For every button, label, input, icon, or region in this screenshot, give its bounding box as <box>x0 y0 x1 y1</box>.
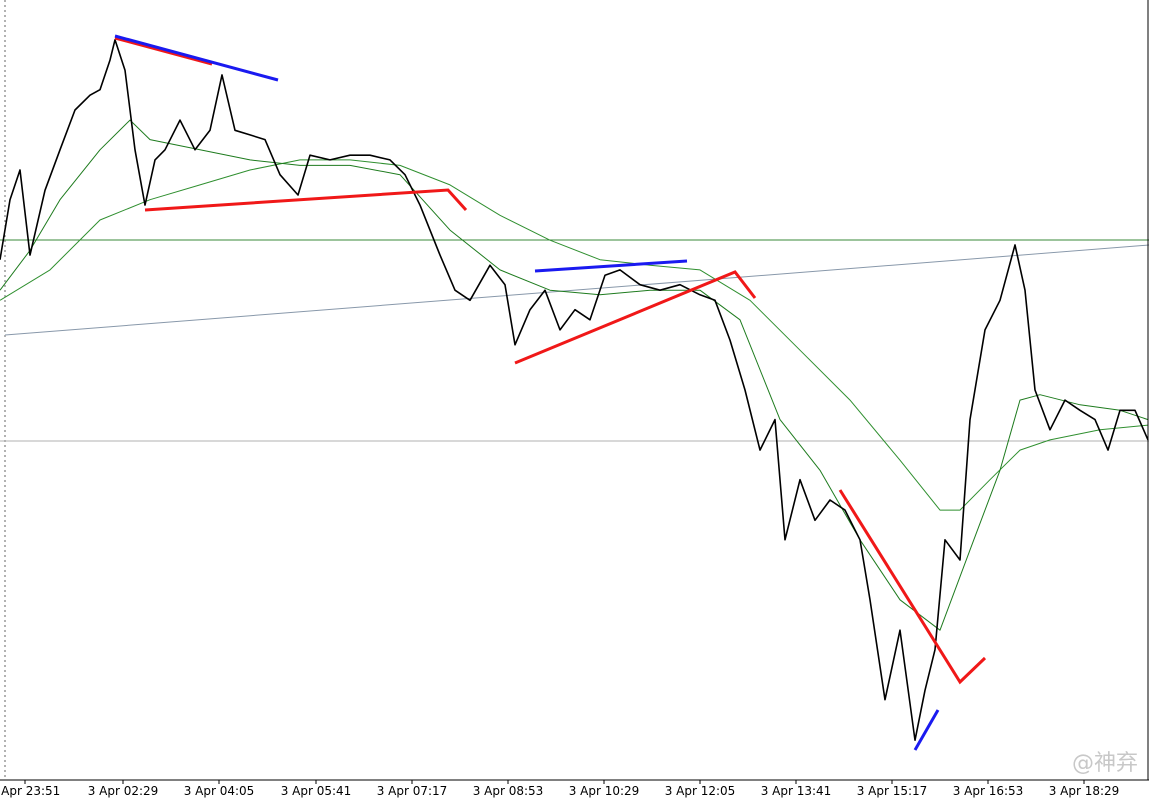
blue-line <box>534 259 688 273</box>
watermark: @神弃 <box>1072 751 1138 776</box>
red-line <box>514 270 757 365</box>
drawings <box>114 34 987 751</box>
x-tick-label: 3 Apr 02:29 <box>88 784 159 798</box>
x-tick-label: 3 Apr 04:05 <box>184 784 255 798</box>
blue-line <box>114 34 279 82</box>
x-tick-label: 3 Apr 10:29 <box>569 784 640 798</box>
x-tick-label: 3 Apr 08:53 <box>473 784 544 798</box>
red-line <box>114 36 213 66</box>
price-line <box>0 39 1149 741</box>
red-line <box>838 489 987 685</box>
x-tick-label: 3 Apr 13:41 <box>761 784 832 798</box>
moving-average <box>0 159 1149 511</box>
x-tick-label: 3 Apr 07:17 <box>377 784 448 798</box>
plot <box>0 39 1149 741</box>
x-tick-label: 3 Apr 16:53 <box>953 784 1024 798</box>
x-tick-label: 3 Apr 18:29 <box>1049 784 1120 798</box>
x-tick-label: 3 Apr 12:05 <box>665 784 736 798</box>
blue-line <box>913 709 940 751</box>
x-tick-label: 3 Apr 15:17 <box>857 784 928 798</box>
moving-average <box>0 119 1149 631</box>
x-tick-label: 3 Apr 05:41 <box>281 784 352 798</box>
trend-line <box>4 244 1149 336</box>
red-line <box>144 188 468 212</box>
x-tick-label: 2 Apr 23:51 <box>0 784 60 798</box>
